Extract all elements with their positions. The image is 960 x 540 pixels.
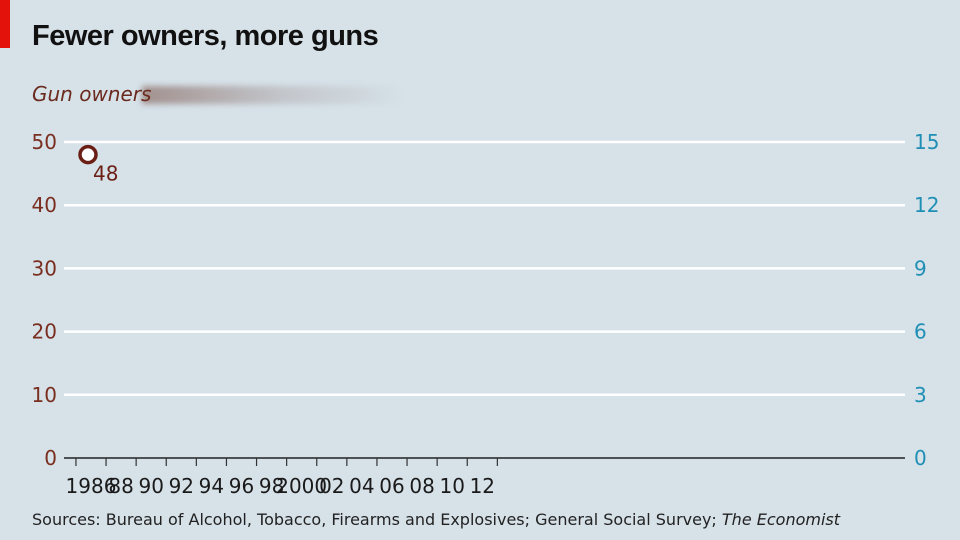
x-tick-label: 1986 bbox=[66, 474, 117, 498]
blurred-subtitle-streak bbox=[142, 86, 402, 104]
right-y-tick-label: 3 bbox=[914, 383, 927, 407]
x-tick-label: 88 bbox=[108, 474, 133, 498]
right-y-tick-label: 0 bbox=[914, 446, 927, 470]
brand-red-tab bbox=[0, 0, 10, 48]
left-y-tick-label: 50 bbox=[32, 130, 57, 154]
right-y-tick-label: 6 bbox=[914, 320, 927, 344]
x-tick-label: 04 bbox=[349, 474, 374, 498]
x-tick-label: 06 bbox=[379, 474, 404, 498]
left-y-tick-label: 40 bbox=[32, 193, 57, 217]
data-point-label: 48 bbox=[93, 162, 118, 186]
x-tick-label: 96 bbox=[229, 474, 254, 498]
left-y-tick-label: 0 bbox=[44, 446, 57, 470]
x-tick-label: 94 bbox=[199, 474, 224, 498]
x-tick-label: 2000 bbox=[276, 474, 327, 498]
chart-subtitle: Gun owners bbox=[32, 82, 152, 106]
x-tick-label: 02 bbox=[319, 474, 344, 498]
data-point-marker bbox=[78, 144, 98, 165]
x-tick-label: 10 bbox=[439, 474, 464, 498]
right-y-tick-label: 12 bbox=[914, 193, 939, 217]
chart-title: Fewer owners, more guns bbox=[32, 20, 379, 52]
x-tick-label: 08 bbox=[409, 474, 434, 498]
x-tick-label: 92 bbox=[169, 474, 194, 498]
x-tick-label: 98 bbox=[259, 474, 284, 498]
left-y-tick-label: 30 bbox=[32, 256, 57, 280]
source-note: Sources: Bureau of Alcohol, Tobacco, Fir… bbox=[32, 510, 840, 529]
x-tick-label: 90 bbox=[138, 474, 163, 498]
x-tick-label: 12 bbox=[470, 474, 495, 498]
left-y-tick-label: 20 bbox=[32, 320, 57, 344]
left-y-tick-label: 10 bbox=[32, 383, 57, 407]
source-text: Sources: Bureau of Alcohol, Tobacco, Fir… bbox=[32, 510, 722, 529]
right-y-tick-label: 9 bbox=[914, 256, 927, 280]
source-publication: The Economist bbox=[721, 510, 841, 529]
right-y-tick-label: 15 bbox=[914, 130, 939, 154]
